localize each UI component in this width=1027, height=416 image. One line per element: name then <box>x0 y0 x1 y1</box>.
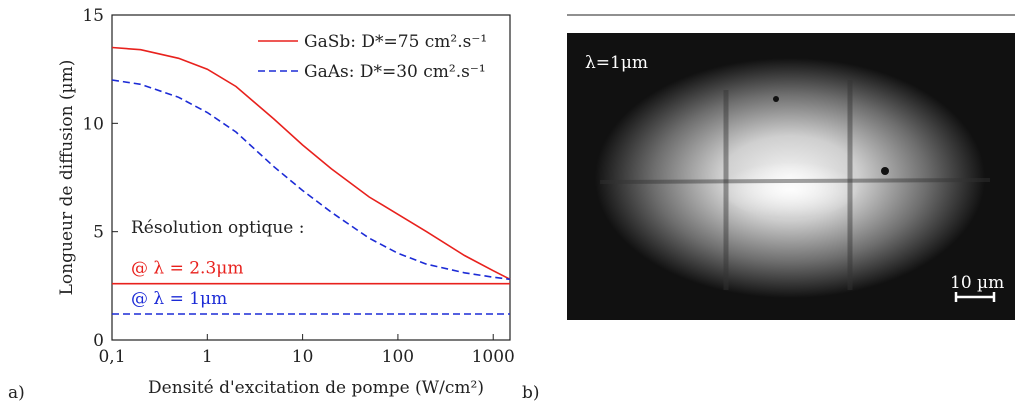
y-tick-label: 10 <box>82 114 104 134</box>
x-axis-label: Densité d'excitation de pompe (W/cm²) <box>148 378 484 398</box>
series-line <box>111 79 511 281</box>
panel-label: a) <box>8 383 25 403</box>
y-tick-label: 0 <box>93 331 104 351</box>
series-line <box>111 46 511 281</box>
x-tick-label: 1000 <box>472 347 515 367</box>
grid-shadow <box>599 178 991 184</box>
scale-label: 10 µm <box>950 273 1004 293</box>
annotation: Résolution optique : <box>131 218 304 238</box>
y-axis-label: Longueur de diffusion (µm) <box>57 60 77 296</box>
dust <box>881 167 889 175</box>
micrograph: λ=1μm 10 µm <box>567 14 1015 320</box>
legend-label: GaAs: D*=30 cm².s⁻¹ <box>304 62 486 82</box>
x-tick-label: 0,1 <box>98 347 125 367</box>
scale-bar <box>954 292 996 302</box>
plot-frame <box>111 14 511 341</box>
panel-label: b) <box>522 383 540 403</box>
x-tick-label: 10 <box>292 347 314 367</box>
y-tick-label: 15 <box>82 6 104 26</box>
y-tick-label: 5 <box>93 223 104 243</box>
spot-core <box>720 162 860 218</box>
legend-label: GaSb: D*=75 cm².s⁻¹ <box>304 32 487 52</box>
image-label: λ=1μm <box>585 53 648 73</box>
dust <box>773 96 779 102</box>
reference-label: @ λ = 1μm <box>131 289 227 309</box>
x-tick-label: 100 <box>382 347 414 367</box>
x-tick-label: 1 <box>202 347 213 367</box>
reference-label: @ λ = 2.3μm <box>131 259 243 279</box>
